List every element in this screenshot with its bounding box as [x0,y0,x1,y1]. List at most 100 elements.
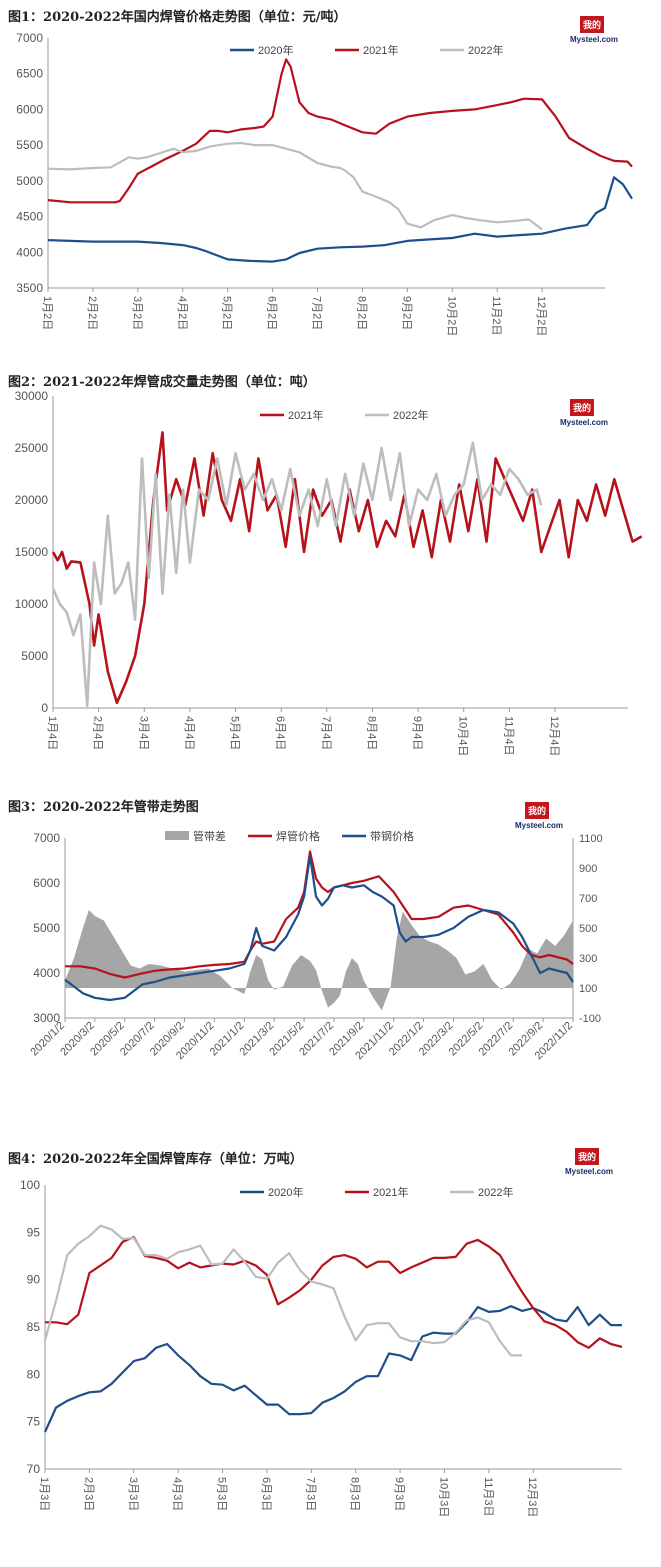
chart-title-1: 图1：2020-2022年国内焊管价格走势图（单位：元/吨） [8,10,347,25]
line-series-2 [51,441,543,708]
area-series-diff [65,910,573,1011]
x-tick-label: 3月4日 [137,716,149,750]
chart-panel-3: 图3：2020-2022年管带走势图 3000 4000 5000 6000 7000 -… [0,790,661,1130]
logo-badge [570,399,594,416]
y-tick-label: 100 [20,1178,40,1192]
y-tick-label: 4000 [16,245,43,259]
y-tick-label: 80 [27,1367,41,1381]
x-tick-label: 12月4日 [548,716,560,756]
y-tick-label: 7000 [16,31,43,45]
y-tick-label: 7000 [33,831,60,845]
y-tick-label: 20000 [15,493,49,507]
chart-title-3: 图3：2020-2022年管带走势图 [8,800,199,815]
y-tick-label: 4000 [33,966,60,980]
logo-text-cn: 我的 [573,402,591,414]
logo-text-cn: 我的 [583,19,601,31]
x-tick-label: 5月2日 [221,296,233,330]
line-series-3 [47,141,543,231]
legend-label: 2022年 [478,1185,513,1199]
x-tick-label: 9月2日 [400,296,412,330]
x-tick-label: 10月2日 [445,296,457,336]
x-tick-label: 1月3日 [38,1477,50,1511]
x-tick-label: 6月3日 [260,1477,272,1511]
y-tick-label: 5000 [33,921,60,935]
x-tick-label: 9月3日 [393,1477,405,1511]
logo-badge [580,16,604,33]
x-tick-label: 4月4日 [183,716,195,750]
y-tick-label: 75 [27,1415,41,1429]
chart-4-plot: 70 75 80 85 90 95 100 1月3日 2月3日 3月3日 4月3日 5月3日 6月3日 7… [20,1148,623,1517]
x-tick-label: 10月4日 [457,716,469,756]
line-series-1 [43,1305,622,1433]
chart-title-2: 图2：2021-2022年焊管成交量走势图（单位：吨） [8,375,316,390]
line-series-3 [64,854,574,1002]
y-tick-label: 15000 [15,545,49,559]
legend-label: 2021年 [373,1185,408,1199]
chart-panel-1: 图1：2020-2022年国内焊管价格走势图（单位：元/吨） 3500 4000 4… [0,0,661,355]
y-tick-label: 3500 [16,281,43,295]
y-tick-label: 85 [27,1320,41,1334]
legend-label: 2020年 [258,43,293,57]
logo-text: Mysteel.com [565,1167,613,1176]
x-tick-label: 3月2日 [131,296,143,330]
x-tick-label: 12月3日 [526,1477,538,1517]
chart-2-plot: 0 5000 10000 15000 20000 25000 30000 1月4日 2月4日 3月… [15,389,643,756]
x-tick-label: 2月2日 [86,296,98,330]
x-tick-label: 6月4日 [274,716,286,750]
y-tick-label: 70 [27,1462,41,1476]
y-tick-label: 4500 [16,210,43,224]
x-tick-label: 5月4日 [229,716,241,750]
x-tick-label: 1月2日 [41,296,53,330]
x-tick-label: 8月4日 [365,716,377,750]
x-tick-label: 4月3日 [171,1477,183,1511]
x-tick-label: 11月4日 [502,716,514,756]
x-tick-label: 4月2日 [176,296,188,330]
x-tick-label: 11月2日 [490,296,502,336]
logo-text: Mysteel.com [570,35,618,44]
legend-label: 带钢价格 [370,829,414,843]
logo-text: Mysteel.com [560,418,608,427]
legend-label: 2021年 [288,408,323,422]
logo-text-cn: 我的 [578,1151,596,1163]
y-tick-label: 5000 [16,174,43,188]
chart-3-plot: 3000 4000 5000 6000 7000 -100 100 300 500 700 900 1… [28,802,603,1062]
y-tick-label: 30000 [15,389,49,403]
chart-panel-4: 图4：2020-2022年全国焊管库存（单位：万吨） 70 75 80 85 90 95 1… [0,1142,661,1567]
y-right-tick-label: 500 [579,923,597,935]
logo-badge [575,1148,599,1165]
x-tick-label: 12月2日 [535,296,547,336]
legend-label: 管带差 [193,829,226,843]
y-tick-label: 95 [27,1225,41,1239]
chart-1-plot: 3500 4000 4500 5000 5500 6000 6500 7000 1月2日 2月2日… [16,16,633,336]
y-tick-label: 10000 [15,597,49,611]
x-tick-label: 8月2日 [355,296,367,330]
line-series-1 [47,176,633,263]
y-right-tick-label: 700 [579,893,597,905]
y-tick-label: 0 [41,701,48,715]
x-tick-label: 3月3日 [127,1477,139,1511]
x-tick-label: 2月3日 [82,1477,94,1511]
x-tick-label: 7月3日 [304,1477,316,1511]
x-tick-label: 5月3日 [216,1477,228,1511]
y-tick-label: 5500 [16,138,43,152]
x-tick-label: 1月4日 [46,716,58,750]
chart-panel-2: 图2：2021-2022年焊管成交量走势图（单位：吨） 0 5000 10000 15… [0,365,661,775]
y-right-tick-label: 1100 [579,833,603,845]
x-tick-label: 11月3日 [482,1477,494,1517]
chart-title-4: 图4：2020-2022年全国焊管库存（单位：万吨） [8,1152,303,1167]
y-tick-label: 6000 [33,876,60,890]
x-tick-label: 9月4日 [411,716,423,750]
y-tick-label: 6000 [16,102,43,116]
legend-label: 2020年 [268,1185,303,1199]
logo-text: Mysteel.com [515,821,563,830]
x-tick-label: 6月2日 [266,296,278,330]
y-tick-label: 6500 [16,67,43,81]
logo-badge [525,802,549,819]
line-series-3 [43,1224,523,1357]
y-right-tick-label: 100 [579,983,597,995]
legend-label: 2021年 [363,43,398,57]
line-series-2 [45,1236,623,1349]
legend-label: 2022年 [468,43,503,57]
line-series-2 [65,850,574,979]
y-tick-label: 25000 [15,441,49,455]
